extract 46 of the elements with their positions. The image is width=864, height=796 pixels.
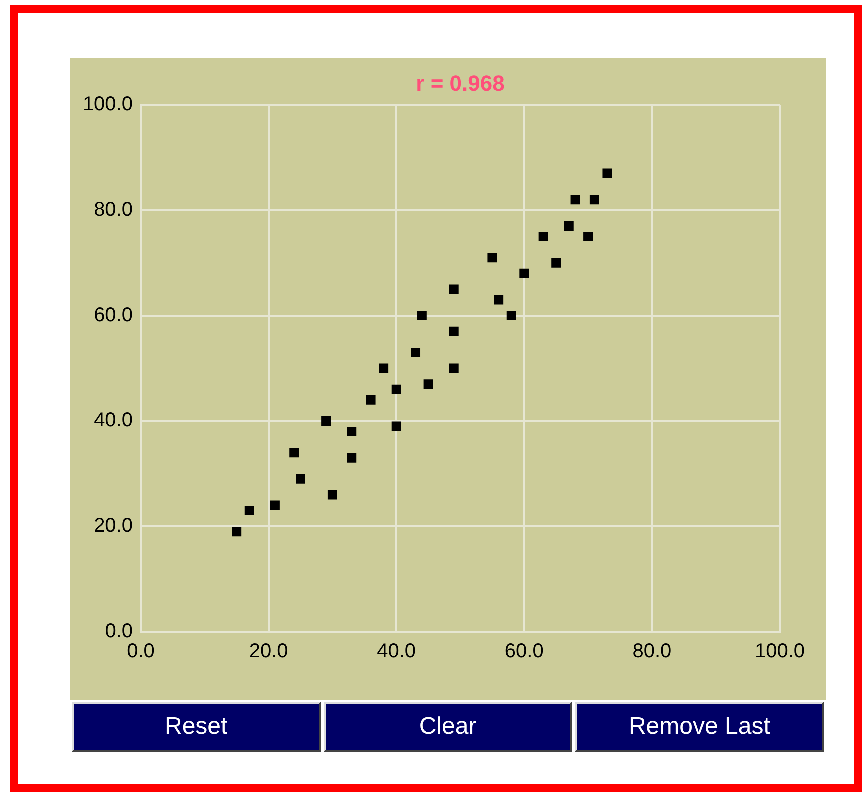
point: [506, 311, 516, 321]
x-tick-label: 100.0: [754, 640, 806, 663]
y-tick-label: 20.0: [94, 515, 133, 538]
point: [564, 221, 574, 231]
point: [232, 527, 242, 537]
point: [379, 364, 389, 374]
y-tick-label: 100.0: [82, 94, 133, 116]
y-tick-label: 60.0: [94, 304, 133, 326]
point: [602, 168, 612, 178]
point: [296, 474, 306, 484]
point: [494, 295, 504, 305]
point: [411, 348, 421, 358]
point: [290, 448, 300, 458]
button: Clear: [324, 702, 572, 752]
point: [347, 453, 357, 463]
point: [322, 416, 332, 426]
point: [449, 284, 459, 294]
chart-title: r = 0.968: [416, 71, 505, 96]
point: [590, 195, 600, 205]
x-tick-label: 40.0: [377, 640, 416, 663]
point: [520, 268, 530, 278]
point: [570, 195, 580, 205]
point: [392, 422, 402, 432]
point: [449, 326, 459, 336]
x-tick-label: 80.0: [632, 640, 672, 663]
button: Reset: [72, 702, 321, 752]
point: [552, 258, 562, 268]
point: [488, 253, 498, 263]
x-tick-label: 20.0: [249, 640, 288, 663]
x-tick-label: 0.0: [127, 640, 155, 663]
point: [244, 506, 254, 516]
point: [270, 500, 280, 510]
y-tick-label: 0.0: [105, 620, 133, 643]
y-tick-label: 80.0: [94, 198, 133, 221]
point: [366, 395, 376, 405]
point: [392, 384, 402, 394]
point: [417, 311, 427, 321]
point: [424, 380, 434, 390]
point: [347, 427, 357, 436]
point: [538, 232, 548, 242]
point: [328, 490, 338, 500]
point: [584, 232, 594, 242]
button: Remove Last: [575, 702, 824, 752]
y-tick-label: 40.0: [94, 410, 133, 432]
point: [449, 364, 459, 374]
x-tick-label: 60.0: [504, 640, 544, 663]
